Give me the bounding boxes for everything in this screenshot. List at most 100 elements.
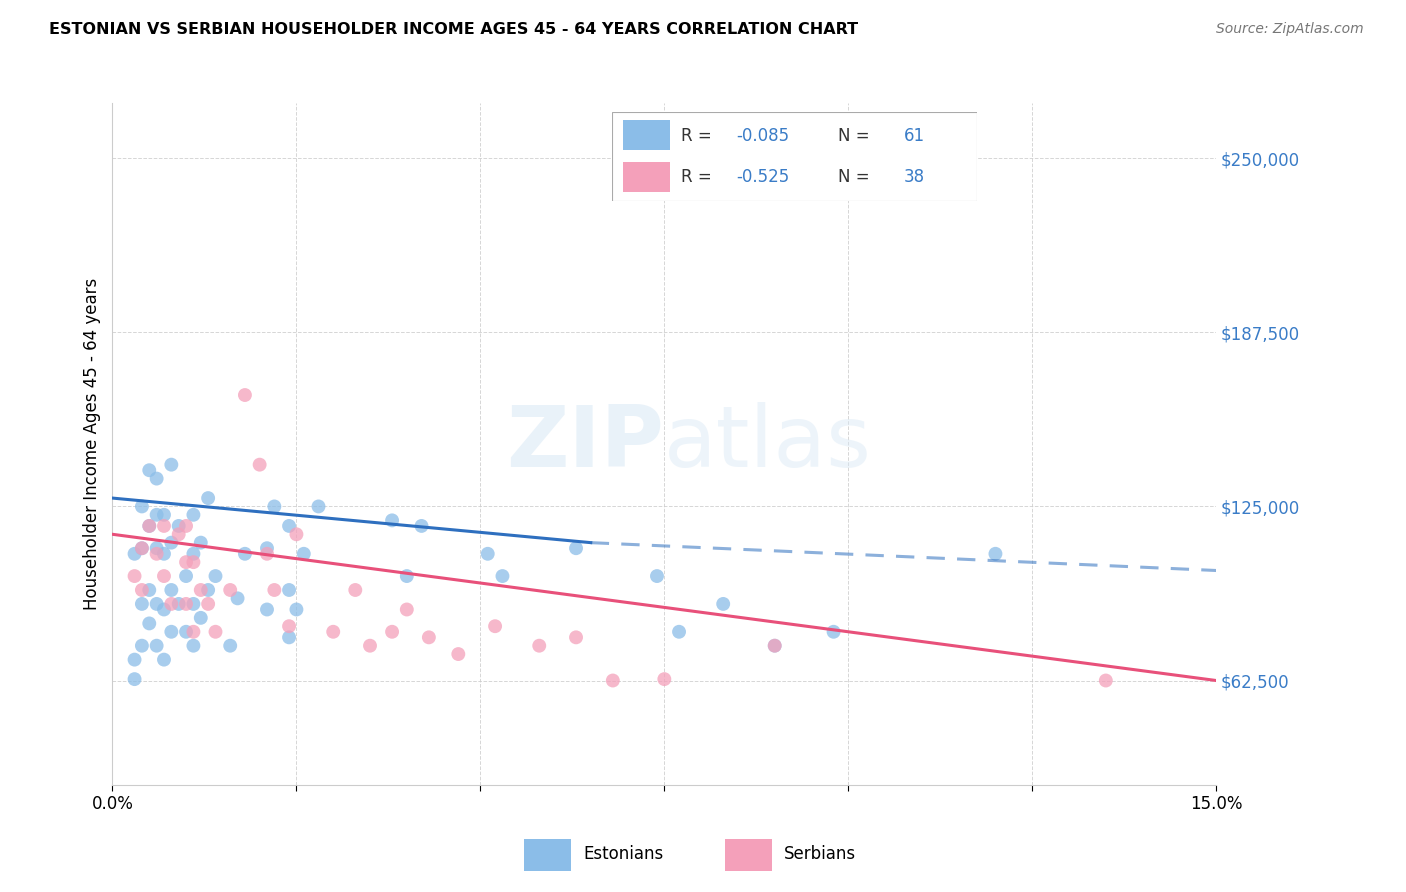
Text: -0.085: -0.085 [735, 127, 789, 145]
Point [167, 519, 190, 533]
Point [145, 597, 167, 611]
Point [124, 672, 146, 686]
Text: 38: 38 [904, 168, 925, 186]
Point [233, 547, 256, 561]
Text: Serbians: Serbians [785, 845, 856, 863]
Point [285, 527, 308, 541]
Text: Source: ZipAtlas.com: Source: ZipAtlas.com [1216, 22, 1364, 37]
Point [565, 631, 588, 645]
Point [418, 631, 440, 645]
Point [174, 624, 197, 639]
Point [131, 500, 153, 514]
Point [381, 624, 404, 639]
Point [190, 611, 212, 625]
Text: atlas: atlas [665, 402, 872, 485]
Point [160, 582, 183, 597]
Point [308, 500, 330, 514]
Text: N =: N = [838, 127, 875, 145]
Point [219, 582, 242, 597]
Point [160, 458, 183, 472]
Point [174, 597, 197, 611]
Point [160, 624, 183, 639]
Point [219, 639, 242, 653]
Point [183, 547, 205, 561]
FancyBboxPatch shape [725, 839, 772, 871]
Point [602, 673, 624, 688]
Text: -0.525: -0.525 [735, 168, 789, 186]
Point [204, 624, 226, 639]
Point [256, 547, 278, 561]
Point [174, 519, 197, 533]
Text: N =: N = [838, 168, 875, 186]
Point [145, 541, 167, 556]
FancyBboxPatch shape [623, 162, 671, 192]
Point [124, 652, 146, 666]
Point [183, 639, 205, 653]
Point [263, 582, 285, 597]
Point [183, 597, 205, 611]
Point [190, 582, 212, 597]
Point [285, 602, 308, 616]
Point [131, 582, 153, 597]
Point [278, 519, 301, 533]
Point [124, 547, 146, 561]
Point [160, 535, 183, 549]
Point [160, 597, 183, 611]
Point [984, 547, 1007, 561]
Text: ESTONIAN VS SERBIAN HOUSEHOLDER INCOME AGES 45 - 64 YEARS CORRELATION CHART: ESTONIAN VS SERBIAN HOUSEHOLDER INCOME A… [49, 22, 858, 37]
Y-axis label: Householder Income Ages 45 - 64 years: Householder Income Ages 45 - 64 years [83, 277, 101, 610]
FancyBboxPatch shape [612, 112, 977, 201]
Point [138, 616, 160, 631]
Point [138, 519, 160, 533]
Point [131, 541, 153, 556]
Point [233, 388, 256, 402]
Point [145, 508, 167, 522]
Text: Estonians: Estonians [583, 845, 664, 863]
Point [823, 624, 845, 639]
Point [197, 491, 219, 505]
Point [153, 508, 176, 522]
Point [381, 513, 404, 527]
Point [249, 458, 271, 472]
Point [190, 535, 212, 549]
Point [447, 647, 470, 661]
Point [131, 639, 153, 653]
Point [477, 547, 499, 561]
Point [138, 519, 160, 533]
Text: 61: 61 [904, 127, 925, 145]
Point [278, 631, 301, 645]
Point [197, 597, 219, 611]
Point [204, 569, 226, 583]
Point [153, 519, 176, 533]
Point [153, 569, 176, 583]
Point [344, 582, 367, 597]
Point [183, 624, 205, 639]
Point [145, 472, 167, 486]
Point [153, 547, 176, 561]
Point [395, 602, 418, 616]
Point [645, 569, 668, 583]
Text: ZIP: ZIP [506, 402, 665, 485]
Point [131, 541, 153, 556]
Point [529, 639, 551, 653]
Point [153, 652, 176, 666]
Point [145, 639, 167, 653]
Point [711, 597, 734, 611]
Point [174, 555, 197, 569]
Point [131, 597, 153, 611]
Point [292, 547, 315, 561]
Point [763, 639, 786, 653]
Point [145, 547, 167, 561]
Point [278, 619, 301, 633]
Point [491, 569, 513, 583]
Text: R =: R = [681, 127, 717, 145]
Point [183, 555, 205, 569]
FancyBboxPatch shape [524, 839, 571, 871]
Point [153, 602, 176, 616]
Point [263, 500, 285, 514]
Point [138, 463, 160, 477]
Point [197, 582, 219, 597]
Point [256, 602, 278, 616]
Point [256, 541, 278, 556]
Text: R =: R = [681, 168, 717, 186]
